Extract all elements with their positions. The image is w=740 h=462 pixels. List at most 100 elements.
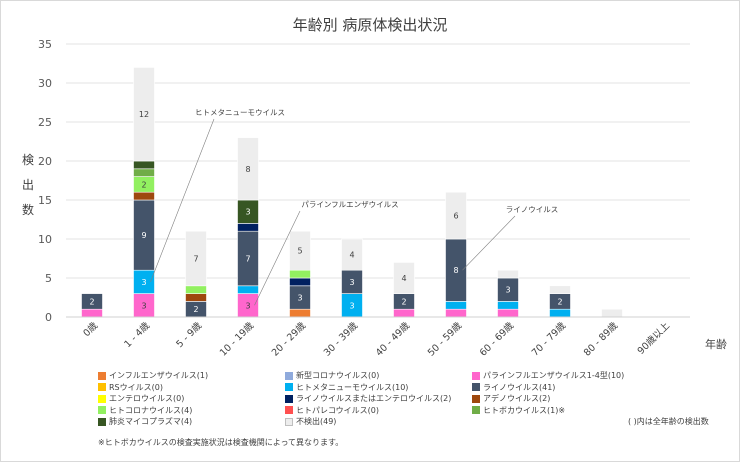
legend-item: アデノウイルス(2)	[472, 393, 550, 405]
legend-item: RSウイルス(0)	[98, 382, 163, 394]
data-label: 2	[557, 297, 562, 306]
bar-segment	[601, 308, 623, 318]
bar-segment	[289, 308, 311, 318]
data-label: 12	[139, 110, 149, 119]
data-label: 5	[297, 247, 302, 256]
annotation-leader-line	[254, 210, 301, 306]
annotation-label: ライノウイルス	[506, 205, 559, 214]
bar-segment	[133, 168, 155, 177]
x-tick-label: 50 - 59歳	[425, 319, 464, 358]
bar-segment	[341, 238, 363, 271]
legend-swatch	[98, 417, 106, 426]
legend-item: 新型コロナウイルス(0)	[285, 370, 379, 382]
bar-segment	[445, 301, 467, 310]
annotation-label: パラインフルエンザウイルス	[301, 200, 398, 209]
legend-item: パラインフルエンザウイルス1-4型(10)	[472, 370, 624, 382]
x-tick-label: 40 - 49歳	[373, 319, 412, 358]
bar-segment	[393, 308, 415, 318]
bar-segment	[445, 191, 467, 240]
bar-segment	[81, 308, 103, 318]
data-label: 8	[453, 266, 458, 275]
data-label: 7	[193, 255, 198, 264]
bar-segment	[133, 67, 155, 162]
annotation-label: ヒトメタニューモウイルス	[195, 108, 285, 117]
bar-segment	[497, 269, 519, 279]
bar-segment	[445, 308, 467, 318]
legend-label: ヒトコロナウイルス(4)	[109, 405, 193, 415]
legend-swatch	[98, 371, 106, 380]
legend-label: パラインフルエンザウイルス1-4型(10)	[483, 371, 625, 380]
data-label: 7	[245, 255, 250, 264]
bar-segment	[393, 262, 415, 294]
legend-swatch	[285, 394, 293, 403]
legend-label: RSウイルス(0)	[109, 382, 163, 392]
legend-label: ヒトパレコウイルス(0)	[296, 405, 380, 415]
annotation-leader-line	[462, 215, 516, 271]
bar-segment	[185, 285, 207, 294]
legend-swatch	[98, 394, 106, 403]
data-label: 2	[141, 180, 146, 189]
bar-segment	[497, 308, 519, 318]
y-tick-label: 10	[38, 233, 52, 246]
legend-label: 新型コロナウイルス(0)	[296, 371, 380, 380]
legend-label: ライノウイルス(41)	[483, 382, 556, 392]
data-label: 3	[245, 208, 250, 217]
bar-segment	[289, 230, 311, 271]
bar-segment	[289, 277, 311, 287]
y-axis-label-char-1: 検	[22, 153, 35, 167]
annotation-leader-line	[150, 118, 215, 283]
x-axis-title: 年齢	[705, 337, 727, 351]
x-tick-label: 70 - 79歳	[529, 319, 568, 358]
y-tick-label: 30	[38, 77, 52, 90]
legend-item: ヒトボカウイルス(1)※	[472, 405, 565, 417]
bar-segment	[289, 269, 311, 279]
bar-segment	[237, 137, 259, 201]
x-tick-label: 5 - 9歳	[174, 319, 205, 350]
legend-swatch	[285, 371, 293, 380]
legend-swatch	[98, 406, 106, 415]
legend-item: インフルエンザウイルス(1)	[98, 370, 208, 382]
data-label: 4	[401, 274, 406, 283]
x-tick-label: 0歳	[81, 319, 101, 339]
y-tick-label: 5	[45, 272, 52, 285]
bar-segment	[133, 160, 155, 170]
legend-swatch	[472, 371, 480, 380]
x-tick-label: 10 - 19歳	[217, 319, 256, 358]
legend-swatch	[285, 417, 293, 426]
bar-segment	[81, 293, 103, 310]
x-tick-label: 30 - 39歳	[321, 319, 360, 358]
legend-swatch	[285, 383, 293, 392]
bar-segment	[237, 285, 259, 294]
data-label: 3	[245, 301, 250, 310]
legend-item: ヒトコロナウイルス(4)	[98, 405, 192, 417]
legend-label: ヒトボカウイルス(1)※	[483, 405, 566, 415]
y-axis-label-char-3: 数	[22, 203, 35, 217]
legend-item: 不検出(49)	[285, 416, 336, 428]
data-label: 2	[401, 297, 406, 306]
bar-segment	[185, 293, 207, 302]
data-label: 3	[349, 301, 354, 310]
legend-item: 肺炎マイコプラズマ(4)	[98, 416, 192, 428]
legend-label: 不検出(49)	[296, 417, 337, 426]
data-label: 3	[141, 301, 146, 310]
legend-label: 肺炎マイコプラズマ(4)	[109, 417, 193, 426]
legend-swatch	[472, 383, 480, 392]
data-label: 2	[193, 305, 198, 314]
x-tick-label: 1 - 4歳	[122, 319, 153, 350]
legend-item: ヒトパレコウイルス(0)	[285, 405, 379, 417]
data-label: 8	[245, 165, 250, 174]
legend-item: エンテロウイルス(0)	[98, 393, 184, 405]
bar-segment	[549, 285, 571, 294]
chart-title: 年齢別 病原体検出状況	[293, 16, 448, 34]
bar-segment	[237, 223, 259, 232]
legend-item: ライノウイルス(41)	[472, 382, 555, 394]
data-label: 3	[505, 286, 510, 295]
data-label: 3	[349, 278, 354, 287]
data-label: 6	[453, 212, 458, 221]
bar-segment	[185, 230, 207, 287]
bar-segment	[133, 191, 155, 201]
y-tick-label: 0	[45, 311, 52, 324]
legend-item: ライノウイルスまたはエンテロウイルス(2)	[285, 393, 451, 405]
x-tick-label: 80 - 89歳	[581, 319, 620, 358]
